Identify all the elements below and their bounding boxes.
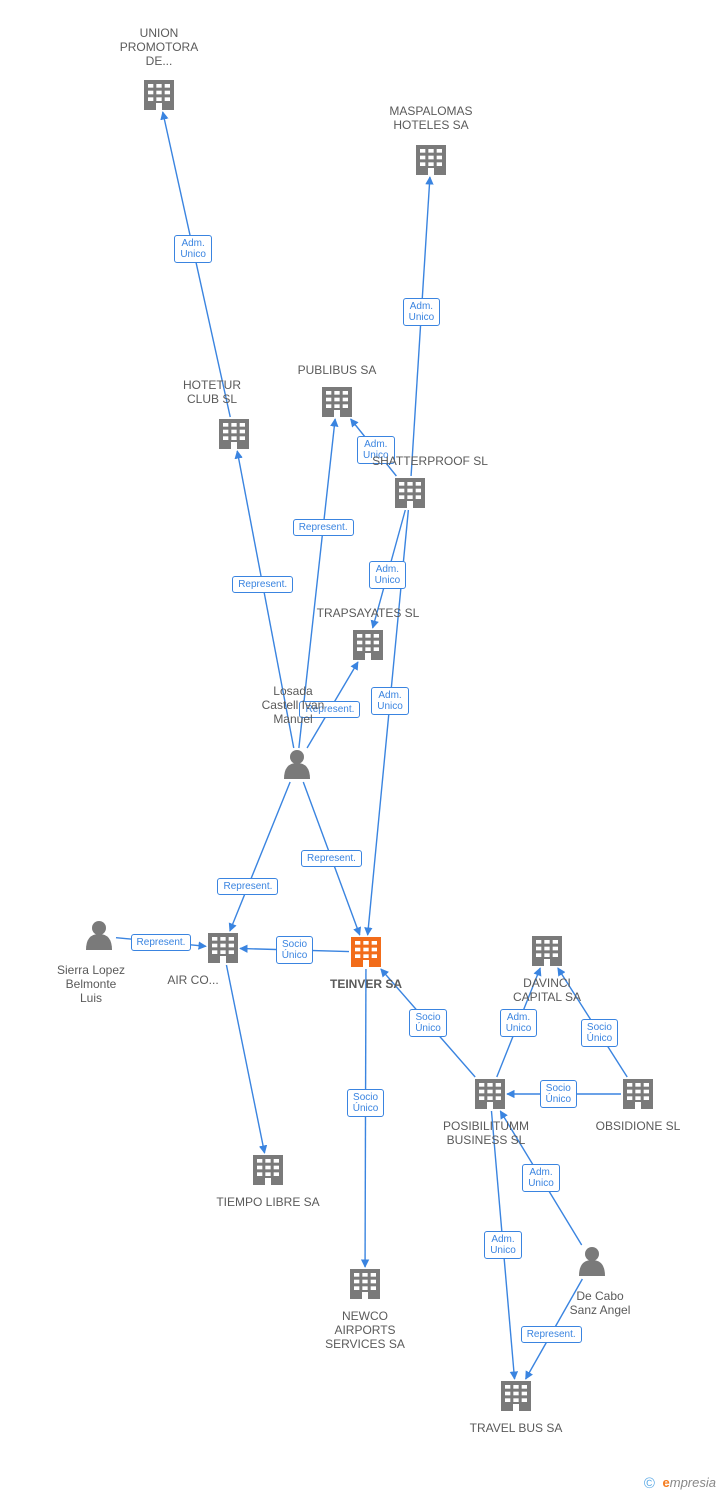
building-icon[interactable] xyxy=(532,936,562,966)
building-icon[interactable] xyxy=(253,1155,283,1185)
edge xyxy=(526,1279,583,1379)
edge xyxy=(226,965,264,1153)
edge xyxy=(558,968,627,1077)
edge xyxy=(491,1111,514,1379)
edge xyxy=(381,969,475,1077)
edge xyxy=(307,662,358,748)
edge xyxy=(299,419,335,748)
building-icon[interactable] xyxy=(416,145,446,175)
person-icon[interactable] xyxy=(579,1247,605,1276)
building-icon[interactable] xyxy=(395,478,425,508)
footer: © empresia xyxy=(644,1475,716,1492)
person-icon[interactable] xyxy=(284,750,310,779)
building-icon[interactable] xyxy=(475,1079,505,1109)
edge xyxy=(163,112,230,417)
edge xyxy=(351,419,397,476)
person-icon[interactable] xyxy=(86,921,112,950)
building-icon[interactable] xyxy=(322,387,352,417)
building-icon[interactable] xyxy=(623,1079,653,1109)
edge xyxy=(365,969,366,1267)
building-icon[interactable] xyxy=(208,933,238,963)
building-icon[interactable] xyxy=(351,937,381,967)
brand-name: empresia xyxy=(663,1475,716,1490)
building-icon[interactable] xyxy=(350,1269,380,1299)
building-icon[interactable] xyxy=(501,1381,531,1411)
edge xyxy=(303,782,359,935)
edge xyxy=(237,451,294,748)
edge xyxy=(240,948,349,951)
edge xyxy=(411,177,430,476)
edge xyxy=(230,782,290,931)
building-icon[interactable] xyxy=(219,419,249,449)
edge xyxy=(373,510,406,628)
edge xyxy=(497,968,540,1077)
building-icon[interactable] xyxy=(353,630,383,660)
copyright-icon: © xyxy=(644,1475,655,1492)
network-canvas xyxy=(0,0,728,1500)
edge xyxy=(500,1111,581,1245)
edge xyxy=(116,938,206,947)
building-icon[interactable] xyxy=(144,80,174,110)
